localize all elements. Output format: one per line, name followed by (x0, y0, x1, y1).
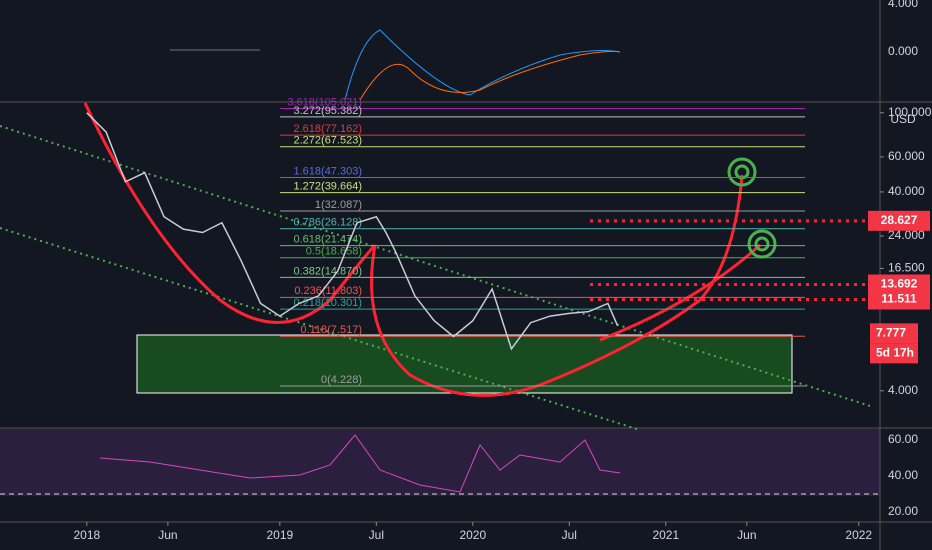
x-tick-label: 2018 (73, 528, 100, 542)
y-tick-label: 24.000 (888, 228, 925, 242)
price-tag-label: 28.627 (881, 213, 918, 227)
fib-label: 1.272(39.664) (294, 181, 363, 193)
target (747, 229, 777, 259)
fib-label: 3.618(105.021) (287, 96, 362, 108)
x-tick-label: 2019 (266, 528, 293, 542)
y-tick-label: 40.000 (888, 184, 925, 198)
signal-line (359, 50, 621, 101)
rsi-tick-label: 20.00 (888, 504, 918, 518)
fib-label: 0.618(21.474) (294, 234, 363, 246)
price-tag (868, 289, 930, 310)
last-price-tag (870, 323, 918, 344)
last-price-label: 7.777 (876, 326, 906, 340)
currency-label: USD (890, 112, 916, 126)
fib-label: 0.5(18.658) (306, 246, 362, 258)
x-tick-label: 2020 (459, 528, 486, 542)
macd-line (344, 29, 621, 101)
fib-label: 0.382(14.870) (294, 265, 363, 277)
fib-label: 3.272(95.382) (294, 105, 363, 117)
macd-tick-label: 0.000 (888, 44, 918, 58)
trendline (0, 227, 641, 431)
countdown-tag (870, 343, 918, 364)
price-line (86, 112, 619, 351)
rsi-line (99, 434, 621, 493)
fib-label: 1(32.087) (315, 199, 362, 211)
macd-tick-label: 4.000 (888, 0, 918, 10)
cup-curve (370, 174, 744, 397)
x-tick-label: Jun (158, 528, 177, 542)
fib-label: 0(4.228) (321, 374, 362, 386)
x-tick-label: 2021 (652, 528, 679, 542)
trendline (0, 125, 871, 407)
price-tag (868, 210, 930, 231)
rsi-tick-label: 60.00 (888, 432, 918, 446)
rsi-tick-label: 40.00 (888, 468, 918, 482)
fib-label: 0.786(26.128) (294, 217, 363, 229)
support-zone (136, 334, 793, 394)
fib-label: 0.218(10.301) (294, 297, 363, 309)
fib-label: 0.118(7.517) (300, 324, 362, 336)
fib-label: 1.618(47.303) (294, 165, 363, 177)
cup-curve (83, 102, 377, 324)
y-tick-label: 60.000 (888, 149, 925, 163)
x-tick-label: 2022 (845, 528, 872, 542)
price-tag-label: 11.511 (881, 292, 917, 306)
fib-label: 2.618(77.162) (294, 123, 363, 135)
x-tick-label: Jul (369, 528, 384, 542)
countdown-label: 5d 17h (876, 346, 914, 360)
fib-label: 0.236(11.803) (294, 285, 362, 297)
rsi-band (0, 429, 880, 496)
price-tag-label: 13.692 (881, 277, 918, 291)
y-tick-label: 4.000 (888, 383, 918, 397)
x-tick-label: Jun (737, 528, 756, 542)
fib-label: 2.272(67.523) (294, 135, 363, 147)
target (727, 157, 757, 187)
y-tick-label: 100.000 (888, 105, 932, 119)
y-tick-label: 16.500 (888, 261, 925, 275)
x-tick-label: Jul (562, 528, 577, 542)
